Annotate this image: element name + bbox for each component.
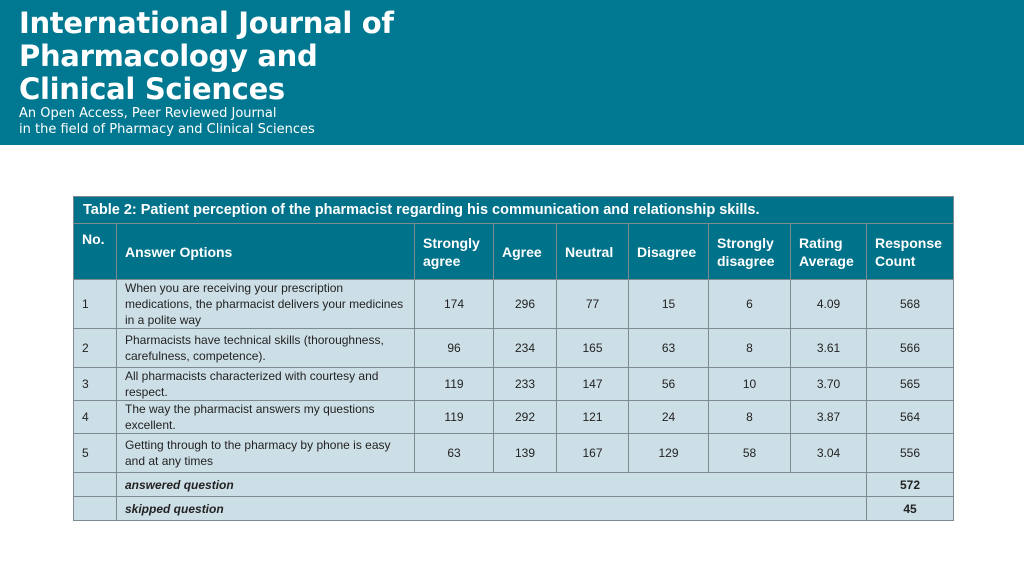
cell-strongly-disagree: 6 xyxy=(708,279,791,329)
cell-agree: 296 xyxy=(493,279,557,329)
footer-blank-cell xyxy=(73,472,117,497)
cell-no: 4 xyxy=(73,400,117,434)
footer-label-skipped: skipped question xyxy=(116,496,867,521)
col-header-response-count: Response Count xyxy=(866,223,954,280)
footer-value-skipped: 45 xyxy=(866,496,954,521)
cell-rating-average: 3.87 xyxy=(790,400,867,434)
col-header-strongly-agree: Strongly agree xyxy=(414,223,494,280)
cell-response-count: 568 xyxy=(866,279,954,329)
journal-banner: International Journal of Pharmacology an… xyxy=(0,0,1024,145)
cell-answer-option: Getting through to the pharmacy by phone… xyxy=(116,433,415,473)
cell-answer-option: Pharmacists have technical skills (thoro… xyxy=(116,328,415,368)
table-row: 1 When you are receiving your prescripti… xyxy=(73,279,954,329)
cell-rating-average: 4.09 xyxy=(790,279,867,329)
col-header-neutral: Neutral xyxy=(556,223,629,280)
cell-rating-average: 3.04 xyxy=(790,433,867,473)
cell-answer-option: All pharmacists characterized with court… xyxy=(116,367,415,401)
cell-neutral: 167 xyxy=(556,433,629,473)
cell-disagree: 24 xyxy=(628,400,709,434)
cell-disagree: 63 xyxy=(628,328,709,368)
journal-title: International Journal of Pharmacology an… xyxy=(19,6,394,106)
cell-strongly-agree: 119 xyxy=(414,400,494,434)
cell-strongly-agree: 119 xyxy=(414,367,494,401)
cell-response-count: 565 xyxy=(866,367,954,401)
cell-agree: 292 xyxy=(493,400,557,434)
cell-strongly-disagree: 8 xyxy=(708,400,791,434)
footer-label-answered: answered question xyxy=(116,472,867,497)
cell-strongly-disagree: 10 xyxy=(708,367,791,401)
col-header-strongly-disagree: Strongly disagree xyxy=(708,223,791,280)
table-row: 4 The way the pharmacist answers my ques… xyxy=(73,400,954,434)
col-header-answer-options: Answer Options xyxy=(116,223,415,280)
table-caption-row: Table 2: Patient perception of the pharm… xyxy=(73,196,954,224)
footer-value-answered: 572 xyxy=(866,472,954,497)
cell-disagree: 56 xyxy=(628,367,709,401)
cell-strongly-disagree: 8 xyxy=(708,328,791,368)
cell-neutral: 147 xyxy=(556,367,629,401)
table-caption: Table 2: Patient perception of the pharm… xyxy=(73,196,954,224)
table-row: 2 Pharmacists have technical skills (tho… xyxy=(73,328,954,368)
table-footer-row-answered: answered question 572 xyxy=(73,472,954,497)
cell-answer-option: When you are receiving your prescription… xyxy=(116,279,415,329)
cell-response-count: 564 xyxy=(866,400,954,434)
cell-disagree: 129 xyxy=(628,433,709,473)
cell-answer-option: The way the pharmacist answers my questi… xyxy=(116,400,415,434)
cell-strongly-agree: 63 xyxy=(414,433,494,473)
cell-neutral: 77 xyxy=(556,279,629,329)
footer-blank-cell xyxy=(73,496,117,521)
cell-response-count: 556 xyxy=(866,433,954,473)
table-header-row: No. Answer Options Strongly agree Agree … xyxy=(73,223,954,280)
cell-no: 2 xyxy=(73,328,117,368)
col-header-no: No. xyxy=(73,223,117,280)
cell-disagree: 15 xyxy=(628,279,709,329)
survey-table: Table 2: Patient perception of the pharm… xyxy=(73,196,954,521)
cell-agree: 233 xyxy=(493,367,557,401)
table-row: 5 Getting through to the pharmacy by pho… xyxy=(73,433,954,473)
cell-strongly-agree: 174 xyxy=(414,279,494,329)
cell-response-count: 566 xyxy=(866,328,954,368)
cell-no: 1 xyxy=(73,279,117,329)
cell-neutral: 121 xyxy=(556,400,629,434)
cell-no: 3 xyxy=(73,367,117,401)
cell-rating-average: 3.70 xyxy=(790,367,867,401)
journal-subtitle: An Open Access, Peer Reviewed Journal in… xyxy=(19,106,315,137)
cell-strongly-disagree: 58 xyxy=(708,433,791,473)
table-footer-row-skipped: skipped question 45 xyxy=(73,496,954,521)
table-row: 3 All pharmacists characterized with cou… xyxy=(73,367,954,401)
cell-strongly-agree: 96 xyxy=(414,328,494,368)
cell-agree: 234 xyxy=(493,328,557,368)
col-header-rating-average: Rating Average xyxy=(790,223,867,280)
cell-agree: 139 xyxy=(493,433,557,473)
cell-no: 5 xyxy=(73,433,117,473)
col-header-disagree: Disagree xyxy=(628,223,709,280)
col-header-agree: Agree xyxy=(493,223,557,280)
cell-neutral: 165 xyxy=(556,328,629,368)
cell-rating-average: 3.61 xyxy=(790,328,867,368)
